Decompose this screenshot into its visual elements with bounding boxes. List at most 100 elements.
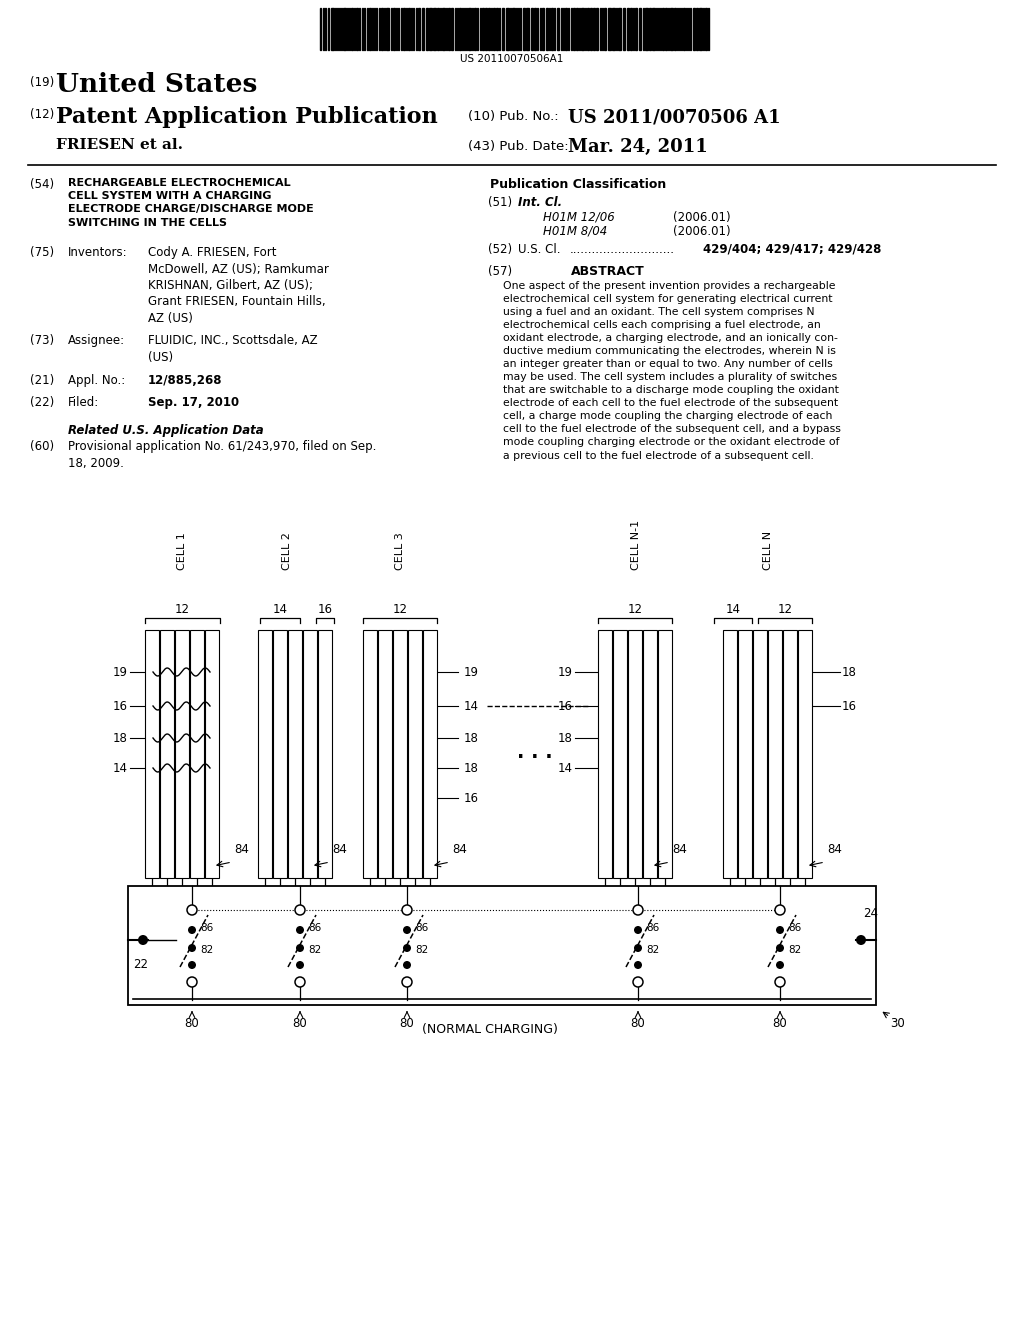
Bar (630, 8, 632, 50)
Bar (423, 630, 437, 878)
Bar (303, 630, 317, 878)
Circle shape (775, 977, 785, 987)
Text: 30: 30 (890, 1016, 905, 1030)
Text: 429/404; 429/417; 429/428: 429/404; 429/417; 429/428 (703, 243, 882, 256)
Text: Sep. 17, 2010: Sep. 17, 2010 (148, 396, 240, 409)
Text: 84: 84 (452, 843, 467, 855)
Text: (21): (21) (30, 374, 54, 387)
Circle shape (188, 961, 196, 969)
Bar (590, 8, 592, 50)
Bar (433, 8, 436, 50)
Bar (145, 630, 159, 878)
Text: CELL 3: CELL 3 (395, 532, 406, 570)
Bar (738, 630, 752, 878)
Text: (43) Pub. Date:: (43) Pub. Date: (468, 140, 568, 153)
Bar (318, 630, 332, 878)
Bar (422, 8, 424, 50)
Circle shape (634, 927, 642, 935)
Text: 82: 82 (308, 945, 322, 954)
Text: Appl. No.:: Appl. No.: (68, 374, 125, 387)
Text: (73): (73) (30, 334, 54, 347)
Circle shape (187, 906, 197, 915)
Text: 12/885,268: 12/885,268 (148, 374, 222, 387)
Text: 19: 19 (558, 665, 573, 678)
Text: 86: 86 (646, 923, 659, 933)
Circle shape (776, 961, 784, 969)
Bar (531, 8, 534, 50)
Bar (699, 8, 702, 50)
Text: H01M 12/06: H01M 12/06 (543, 211, 614, 224)
Text: 14: 14 (464, 700, 479, 713)
Circle shape (403, 927, 411, 935)
Bar (696, 8, 698, 50)
Bar (190, 630, 204, 878)
Text: 16: 16 (558, 700, 573, 713)
Bar (643, 630, 657, 878)
Bar (128, 886, 876, 1005)
Text: Publication Classification: Publication Classification (489, 178, 667, 191)
Bar (442, 8, 445, 50)
Text: 14: 14 (272, 603, 288, 616)
Text: 14: 14 (725, 603, 740, 616)
Text: Inventors:: Inventors: (68, 246, 128, 259)
Circle shape (633, 977, 643, 987)
Circle shape (403, 944, 411, 952)
Bar (331, 8, 334, 50)
Text: (51): (51) (488, 195, 512, 209)
Bar (343, 8, 346, 50)
Bar (693, 8, 695, 50)
Text: US 2011/0070506 A1: US 2011/0070506 A1 (568, 108, 780, 125)
Circle shape (403, 961, 411, 969)
Bar (403, 8, 406, 50)
Bar (356, 8, 358, 50)
Bar (623, 8, 625, 50)
Circle shape (188, 927, 196, 935)
Bar (618, 8, 621, 50)
Text: 12: 12 (392, 603, 408, 616)
Circle shape (295, 977, 305, 987)
Bar (551, 8, 553, 50)
Bar (542, 8, 544, 50)
Circle shape (856, 935, 866, 945)
Text: 80: 80 (399, 1016, 415, 1030)
Bar (546, 8, 548, 50)
Circle shape (776, 927, 784, 935)
Text: 22: 22 (133, 958, 148, 972)
Text: FLUIDIC, INC., Scottsdale, AZ
(US): FLUIDIC, INC., Scottsdale, AZ (US) (148, 334, 317, 363)
Bar (493, 8, 495, 50)
Text: 24: 24 (863, 907, 878, 920)
Text: Provisional application No. 61/243,970, filed on Sep.
18, 2009.: Provisional application No. 61/243,970, … (68, 440, 377, 470)
Bar (575, 8, 578, 50)
Text: (12): (12) (30, 108, 54, 121)
Text: 19: 19 (113, 665, 128, 678)
Bar (596, 8, 598, 50)
Bar (587, 8, 589, 50)
Text: 19: 19 (464, 665, 479, 678)
Text: 84: 84 (672, 843, 687, 855)
Bar (273, 630, 287, 878)
Text: 84: 84 (234, 843, 249, 855)
Text: 16: 16 (842, 700, 857, 713)
Circle shape (402, 977, 412, 987)
Text: United States: United States (56, 73, 257, 96)
Text: 82: 82 (788, 945, 801, 954)
Bar (573, 8, 575, 50)
Text: ABSTRACT: ABSTRACT (571, 265, 645, 279)
Bar (662, 8, 664, 50)
Text: (19): (19) (30, 77, 54, 88)
Bar (506, 8, 509, 50)
Text: 18: 18 (464, 762, 479, 775)
Bar (658, 630, 672, 878)
Text: Int. Cl.: Int. Cl. (518, 195, 562, 209)
Circle shape (188, 944, 196, 952)
Bar (512, 8, 515, 50)
Bar (674, 8, 676, 50)
Text: 82: 82 (415, 945, 428, 954)
Text: CELL N: CELL N (763, 531, 773, 570)
Bar (604, 8, 606, 50)
Bar (474, 8, 476, 50)
Bar (627, 8, 629, 50)
Bar (351, 8, 353, 50)
Text: Cody A. FRIESEN, Fort
McDowell, AZ (US); Ramkumar
KRISHNAN, Gilbert, AZ (US);
Gr: Cody A. FRIESEN, Fort McDowell, AZ (US);… (148, 246, 329, 325)
Text: Filed:: Filed: (68, 396, 99, 409)
